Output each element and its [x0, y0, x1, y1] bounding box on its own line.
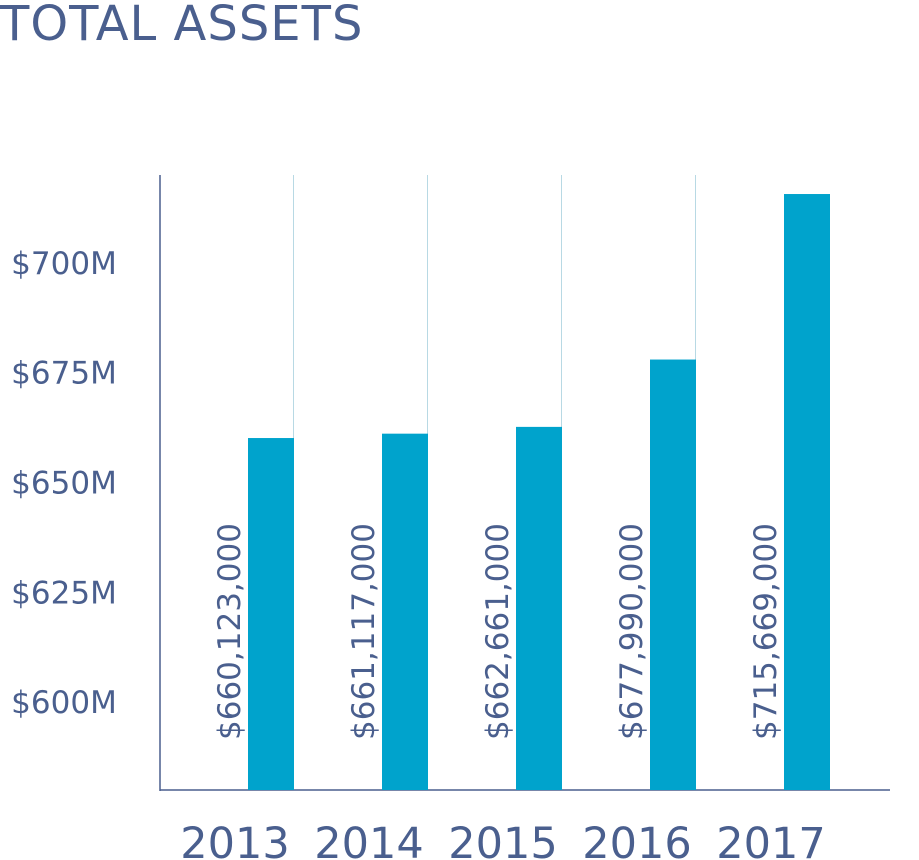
bar-value-label-2014: $661,117,000 [346, 523, 382, 740]
x-tick-label-2016: 2016 [582, 819, 691, 860]
x-tick-label-2017: 2017 [716, 819, 825, 860]
bar-2017 [784, 194, 830, 791]
bar-value-label-2013: $660,123,000 [212, 523, 248, 740]
bar-value-label-2017: $715,669,000 [748, 523, 784, 740]
x-axis-category-labels: 2013 2014 2015 2016 2017 [180, 819, 825, 860]
bar-value-labels: $660,123,000 $661,117,000 $662,661,000 $677… [212, 523, 784, 740]
y-tick-label: $700M [11, 246, 117, 282]
bars [248, 194, 830, 791]
chart-title: TOTAL ASSETS [0, 0, 364, 52]
y-tick-label: $625M [11, 575, 117, 611]
bar-value-label-2016: $677,990,000 [614, 523, 650, 740]
y-tick-label: $675M [11, 356, 117, 392]
y-tick-label: $600M [11, 685, 117, 721]
y-axis-tick-labels: $600M $625M $650M $675M $700M [11, 246, 117, 721]
bar-2013 [248, 438, 294, 790]
bar-2015 [516, 426, 562, 790]
bar-2016 [650, 359, 696, 790]
bar-2014 [382, 433, 428, 790]
bar-value-label-2015: $662,661,000 [480, 523, 516, 740]
x-tick-label-2013: 2013 [180, 819, 289, 860]
y-tick-label: $650M [11, 466, 117, 502]
x-tick-label-2015: 2015 [448, 819, 557, 860]
x-tick-label-2014: 2014 [314, 819, 423, 860]
